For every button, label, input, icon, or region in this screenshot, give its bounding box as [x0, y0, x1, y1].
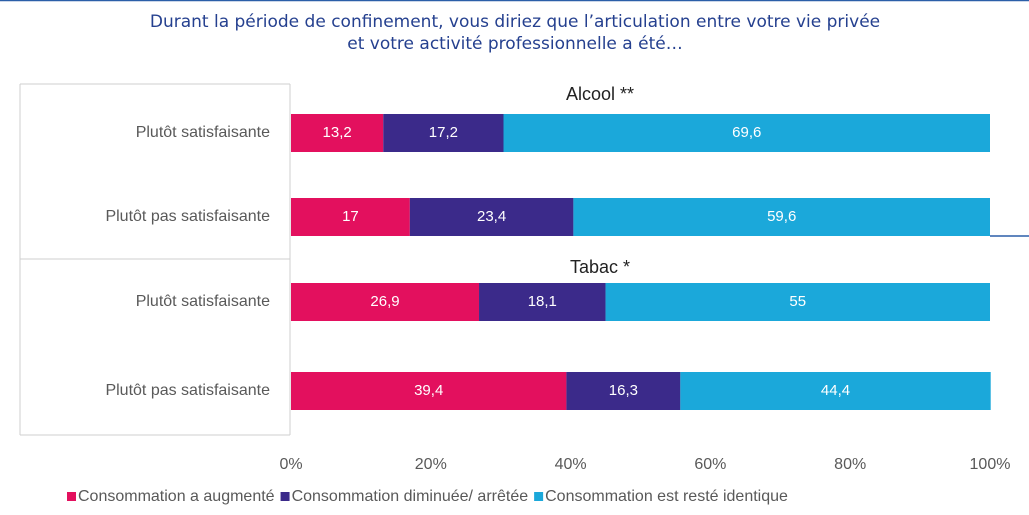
value-label: 23,4 [477, 208, 506, 225]
x-tick-label: 20% [415, 456, 447, 473]
y-tick-label: Plutôt pas satisfaisante [105, 382, 270, 399]
value-label: 59,6 [767, 208, 796, 225]
value-label: 44,4 [821, 382, 850, 399]
y-tick-label: Plutôt satisfaisante [136, 124, 270, 141]
value-label: 69,6 [732, 124, 761, 141]
value-label: 17 [342, 208, 359, 225]
y-tick-label: Plutôt pas satisfaisante [105, 208, 270, 225]
legend-label: Consommation est resté identique [545, 488, 788, 505]
bar-segment [291, 114, 384, 152]
value-label: 55 [789, 293, 806, 310]
bar-segment [503, 114, 990, 152]
legend-label: Consommation a augmenté [78, 488, 275, 505]
bar-segment [291, 198, 410, 236]
value-label: 18,1 [528, 293, 557, 310]
legend-swatch [534, 492, 544, 501]
bar-segment [479, 283, 606, 321]
bar-segment [566, 372, 681, 410]
frame [19, 83, 291, 436]
legend-swatch [280, 492, 290, 501]
group-label: Tabac * [570, 257, 630, 277]
bar-segment [409, 198, 574, 236]
x-tick-label: 80% [834, 456, 866, 473]
x-tick-label: 60% [694, 456, 726, 473]
bar-segment [605, 283, 990, 321]
x-tick-label: 40% [555, 456, 587, 473]
y-tick-label: Plutôt satisfaisante [136, 293, 270, 310]
value-label: 16,3 [609, 382, 638, 399]
value-label: 26,9 [370, 293, 399, 310]
value-label: 39,4 [414, 382, 443, 399]
group-label: Alcool ** [566, 84, 634, 104]
chart-title: Durant la période de confinement, vous d… [150, 12, 880, 32]
bar-segment [573, 198, 990, 236]
bar-segment [291, 283, 480, 321]
legend-swatch [67, 492, 76, 501]
value-label: 13,2 [323, 124, 352, 141]
legend-label: Consommation diminuée/ arrêtée [292, 488, 529, 505]
bar-segment [291, 372, 567, 410]
value-label: 17,2 [429, 124, 458, 141]
x-tick-label: 100% [970, 456, 1011, 473]
bar-segment [680, 372, 991, 410]
bar-segment [383, 114, 504, 152]
x-tick-label: 0% [279, 456, 302, 473]
chart-subtitle: et votre activité professionnelle a été… [347, 34, 682, 54]
